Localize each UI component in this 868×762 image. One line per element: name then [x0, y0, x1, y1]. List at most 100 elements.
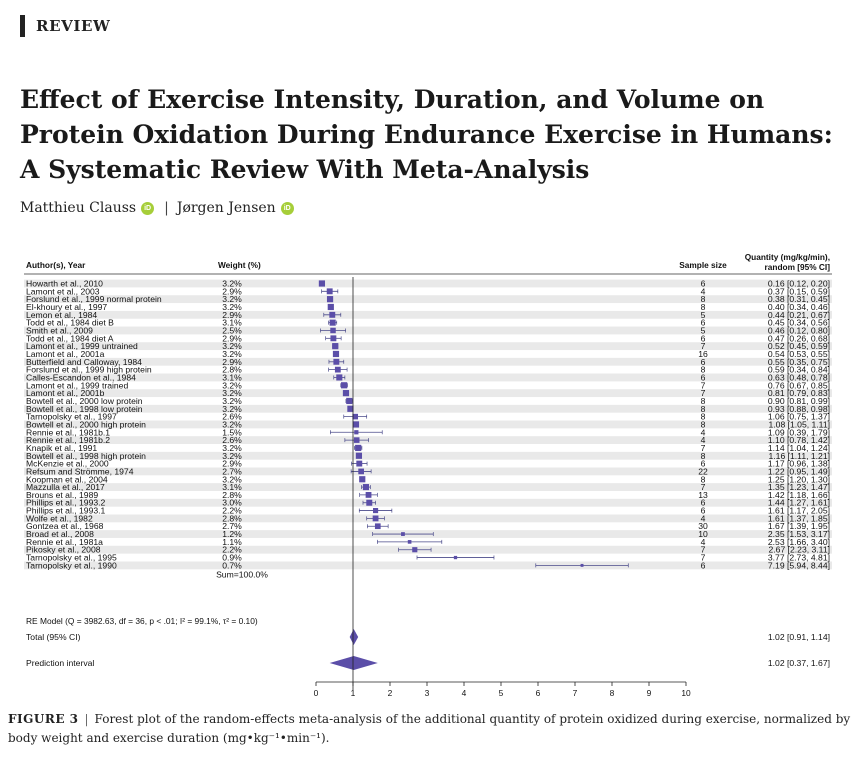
study-sample-size: 8	[701, 365, 706, 375]
study-weight: 2.7%	[222, 466, 242, 476]
header-quantity: Quantity (mg/kg/min),	[745, 252, 830, 262]
header-sample-size: Sample size	[679, 260, 727, 270]
study-marker	[341, 382, 348, 389]
study-ci-text: 1.17 [0.96, 1.38]	[768, 459, 830, 469]
study-sample-size: 8	[701, 474, 706, 484]
study-name: Mazzulla et al., 2017	[26, 482, 105, 492]
study-weight: 2.6%	[222, 412, 242, 422]
study-name: Rennie et al., 1981b.2	[26, 435, 110, 445]
study-ci-text: 0.44 [0.21, 0.67]	[768, 310, 830, 320]
study-weight: 2.8%	[222, 490, 242, 500]
study-sample-size: 7	[701, 443, 706, 453]
study-ci-text: 3.77 [2.73, 4.81]	[768, 553, 830, 563]
study-marker	[374, 523, 381, 530]
study-sample-size: 7	[701, 388, 706, 398]
study-name: Howarth et al., 2010	[26, 279, 103, 289]
study-ci-text: 0.40 [0.34, 0.46]	[768, 302, 830, 312]
row-stripe	[24, 357, 832, 366]
study-weight: 2.7%	[222, 521, 242, 531]
study-marker	[355, 444, 362, 452]
header-author: Author(s), Year	[26, 260, 86, 270]
author-name[interactable]: Matthieu Clauss	[20, 200, 137, 216]
study-weight: 0.7%	[222, 560, 242, 570]
study-weight: 2.8%	[222, 513, 242, 523]
study-marker	[326, 296, 334, 303]
study-sample-size: 22	[698, 466, 708, 476]
study-name: Phillips et al., 1993.2	[26, 498, 106, 508]
study-ci-text: 2.53 [1.66, 3.40]	[768, 537, 830, 547]
study-ci-text: 1.42 [1.18, 1.66]	[768, 490, 830, 500]
prediction-ci-text: 1.02 [0.37, 1.67]	[768, 658, 830, 668]
orcid-icon[interactable]: iD	[141, 201, 155, 215]
sum-weight: Sum=100.0%	[216, 569, 268, 579]
study-marker	[401, 532, 405, 536]
row-stripe	[24, 326, 832, 335]
x-tick-label: 3	[425, 688, 430, 698]
row-stripe	[24, 483, 832, 491]
study-marker	[358, 468, 364, 475]
study-name: Todd et al., 1984 diet B	[26, 318, 114, 328]
author-name[interactable]: Jørgen Jensen	[176, 200, 276, 216]
orcid-icon[interactable]: iD	[280, 201, 294, 215]
study-weight: 3.2%	[222, 474, 242, 484]
study-ci-text: 1.22 [0.95, 1.49]	[768, 466, 830, 476]
study-marker	[329, 319, 336, 326]
study-ci-text: 0.90 [0.81, 0.99]	[768, 396, 830, 406]
study-weight: 3.1%	[222, 372, 242, 382]
study-marker	[352, 413, 359, 420]
study-marker	[318, 280, 326, 287]
study-marker	[330, 335, 337, 342]
study-weight: 2.5%	[222, 325, 242, 335]
study-ci-text: 0.47 [0.26, 0.68]	[768, 333, 830, 343]
section-label: REVIEW	[36, 17, 111, 35]
study-name: Bowtell et al., 2000 low protein	[26, 396, 143, 406]
study-sample-size: 7	[701, 545, 706, 555]
forest-plot: Author(s), Year Weight (%) Sample size Quan…	[24, 252, 832, 698]
row-stripe	[24, 295, 832, 304]
study-sample-size: 5	[701, 310, 706, 320]
study-ci-text: 0.93 [0.88, 0.98]	[768, 404, 830, 414]
study-sample-size: 6	[701, 560, 706, 570]
study-name: Wolfe et al., 1982	[26, 513, 93, 523]
study-weight: 3.2%	[222, 451, 242, 461]
study-name: Phillips et al., 1993.1	[26, 506, 106, 516]
author-separator: |	[164, 200, 169, 216]
prediction-diamond	[329, 656, 378, 670]
study-marker	[407, 540, 412, 544]
study-sample-size: 6	[701, 506, 706, 516]
study-weight: 3.2%	[222, 380, 242, 390]
study-ci-text: 1.61 [1.17, 2.05]	[768, 506, 830, 516]
prediction-label: Prediction interval	[26, 658, 94, 668]
study-marker	[412, 547, 418, 553]
study-sample-size: 5	[701, 325, 706, 335]
study-ci-text: 0.76 [0.67, 0.85]	[768, 380, 830, 390]
row-stripe	[24, 514, 832, 523]
study-marker	[342, 390, 350, 397]
row-stripe	[24, 373, 832, 382]
x-tick-label: 2	[388, 688, 393, 698]
study-ci-text: 2.35 [1.53, 3.17]	[768, 529, 830, 539]
row-stripe	[24, 310, 832, 319]
row-stripe	[24, 436, 832, 445]
study-ci-text: 0.81 [0.79, 0.83]	[768, 388, 830, 398]
study-name: Forslund et al., 1999 normal protein	[26, 294, 162, 304]
study-ci-text: 0.16 [0.12, 0.20]	[768, 279, 830, 289]
study-marker	[330, 327, 336, 334]
study-name: Butterfield and Calloway, 1984	[26, 357, 142, 367]
study-weight: 2.9%	[222, 357, 242, 367]
study-name: Refsum and Strömme, 1974	[26, 466, 134, 476]
study-ci-text: 1.67 [1.39, 1.95]	[768, 521, 830, 531]
study-marker	[580, 563, 584, 567]
study-sample-size: 30	[698, 521, 708, 531]
title-line-3: A Systematic Review With Meta-Analysis	[20, 155, 590, 184]
row-stripe	[24, 404, 832, 413]
study-weight: 3.1%	[222, 318, 242, 328]
x-tick-label: 7	[573, 688, 578, 698]
x-tick-label: 1	[351, 688, 356, 698]
study-sample-size: 8	[701, 419, 706, 429]
x-tick-label: 8	[610, 688, 615, 698]
study-sample-size: 6	[701, 372, 706, 382]
total-label: Total (95% CI)	[26, 632, 81, 642]
study-weight: 2.6%	[222, 435, 242, 445]
study-name: Calles-Escandon et al., 1984	[26, 372, 136, 382]
